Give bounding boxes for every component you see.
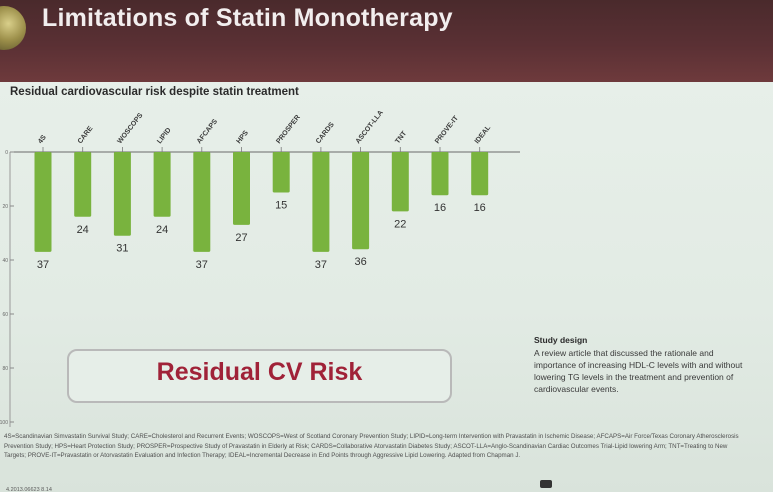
y-tick-label: 0 [5, 150, 8, 156]
value-label: 27 [235, 232, 247, 244]
slide-reference-id: 4.2013.06623 8.14 [6, 487, 52, 492]
bar [471, 152, 489, 196]
value-label: 37 [196, 259, 208, 271]
value-label: 16 [474, 202, 486, 214]
value-label: 36 [354, 256, 366, 268]
category-label: PROVE-IT [434, 114, 460, 145]
y-tick-label: 40 [2, 258, 8, 264]
bar [431, 152, 449, 196]
value-label: 24 [156, 224, 168, 236]
callout-text: Residual CV Risk [156, 358, 363, 386]
category-label: ASCOT-LLA [355, 109, 385, 145]
value-label: 15 [275, 200, 287, 212]
abbreviations-footnote: 4S=Scandinavian Simvastatin Survival Stu… [4, 433, 739, 459]
value-label: 24 [77, 224, 89, 236]
residual-cv-risk-callout: Residual CV Risk [67, 349, 452, 403]
study-design-panel: Study design A review article that discu… [534, 334, 756, 395]
category-label: CARE [77, 125, 95, 145]
bar [272, 152, 290, 193]
y-tick-label: 100 [0, 420, 8, 426]
slide-title: Limitations of Statin Monotherapy [42, 4, 453, 32]
category-label: LIPID [156, 127, 173, 145]
value-label: 16 [434, 202, 446, 214]
study-design-text: A review article that discussed the rati… [534, 348, 743, 394]
bar-chart: 0 20 40 60 80 100 4S 37 CARE 24 WOSCOPS 31 LIPID 24 AF… [0, 109, 520, 427]
bar [391, 152, 409, 212]
slide-body: Residual cardiovascular risk despite sta… [0, 82, 773, 492]
y-tick-label: 20 [2, 204, 8, 210]
value-label: 37 [315, 259, 327, 271]
y-tick-label: 60 [2, 312, 8, 318]
bar [153, 152, 171, 217]
study-design-heading: Study design [534, 335, 588, 345]
category-label: TNT [394, 130, 408, 146]
category-label: CARDS [315, 121, 336, 145]
bar [193, 152, 211, 252]
category-label: IDEAL [474, 124, 493, 145]
category-label: HPS [236, 129, 251, 145]
category-label: 4S [37, 134, 48, 145]
value-label: 37 [37, 259, 49, 271]
bar [352, 152, 370, 250]
globe-logo-icon [0, 6, 26, 50]
category-label: AFCAPS [196, 118, 219, 145]
value-label: 22 [394, 218, 406, 230]
chart-subtitle: Residual cardiovascular risk despite sta… [10, 86, 299, 98]
category-label: WOSCOPS [116, 112, 144, 145]
bar [74, 152, 92, 217]
value-label: 31 [116, 243, 128, 255]
category-label: PROSPER [275, 114, 302, 145]
bar [233, 152, 250, 225]
y-tick-label: 80 [2, 366, 8, 372]
bar [113, 152, 131, 236]
slide-header: Limitations of Statin Monotherapy [0, 0, 773, 82]
projector-mark-icon [540, 480, 552, 488]
bar [312, 152, 330, 252]
bar [34, 152, 52, 252]
